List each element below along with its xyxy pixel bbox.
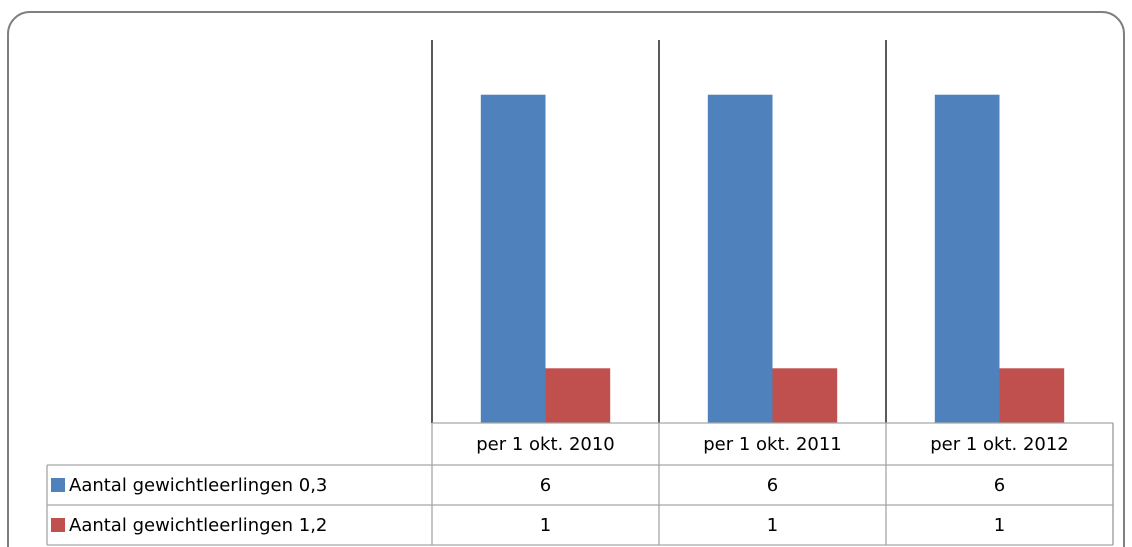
legend-key (51, 518, 65, 532)
x-tick-label: per 1 okt. 2011 (703, 434, 842, 455)
chart-frame (7, 11, 1125, 547)
bar (707, 94, 773, 423)
x-tick-label: per 1 okt. 2010 (476, 434, 615, 455)
table-value: 1 (767, 515, 778, 536)
table-value: 6 (994, 475, 1005, 496)
table-value: 1 (994, 515, 1005, 536)
bar (934, 94, 1000, 423)
legend-key (51, 478, 65, 492)
bar (545, 368, 611, 423)
bar (999, 368, 1065, 423)
x-tick-label: per 1 okt. 2012 (930, 434, 1069, 455)
legend-label: Aantal gewichtleerlingen 1,2 (69, 515, 327, 536)
bar (772, 368, 838, 423)
legend-label: Aantal gewichtleerlingen 0,3 (69, 475, 327, 496)
bar (480, 94, 546, 423)
table-value: 6 (767, 475, 778, 496)
table-value: 6 (540, 475, 551, 496)
table-value: 1 (540, 515, 551, 536)
